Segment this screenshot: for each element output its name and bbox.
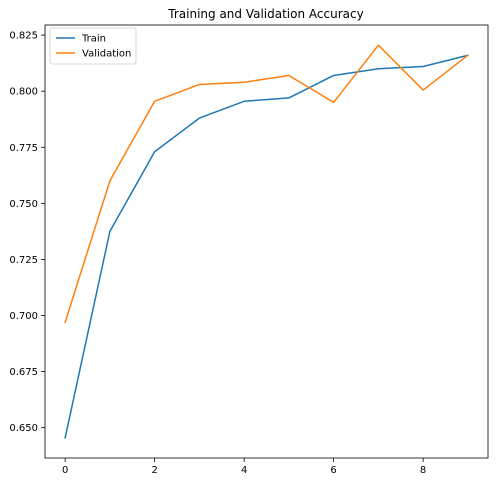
legend-label-train: Train [81,34,106,45]
x-tick-label: 4 [241,465,247,476]
x-tick-label: 0 [62,465,68,476]
plot-area: 0 2 4 6 8 0.650 0.675 0.700 0.725 0.750 0.775 0.800… [9,24,489,476]
plot-frame [44,24,489,459]
y-tick-label: 0.725 [9,255,38,266]
chart-title: Training and Validation Accuracy [167,7,363,21]
legend-box [49,27,137,65]
y-tick-label: 0.750 [9,199,38,210]
x-tick-label: 6 [330,465,336,476]
y-tick-label: 0.775 [9,143,38,154]
x-tick-label: 8 [420,465,426,476]
y-tick-label: 0.650 [9,423,38,434]
series-line-validation [64,44,469,324]
x-tick-label: 2 [151,465,157,476]
y-tick-label: 0.800 [9,87,38,98]
y-tick-label: 0.700 [9,311,38,322]
y-tick-label: 0.825 [9,31,38,42]
y-tick-label: 0.675 [9,367,38,378]
legend-label-validation: Validation [82,49,131,60]
